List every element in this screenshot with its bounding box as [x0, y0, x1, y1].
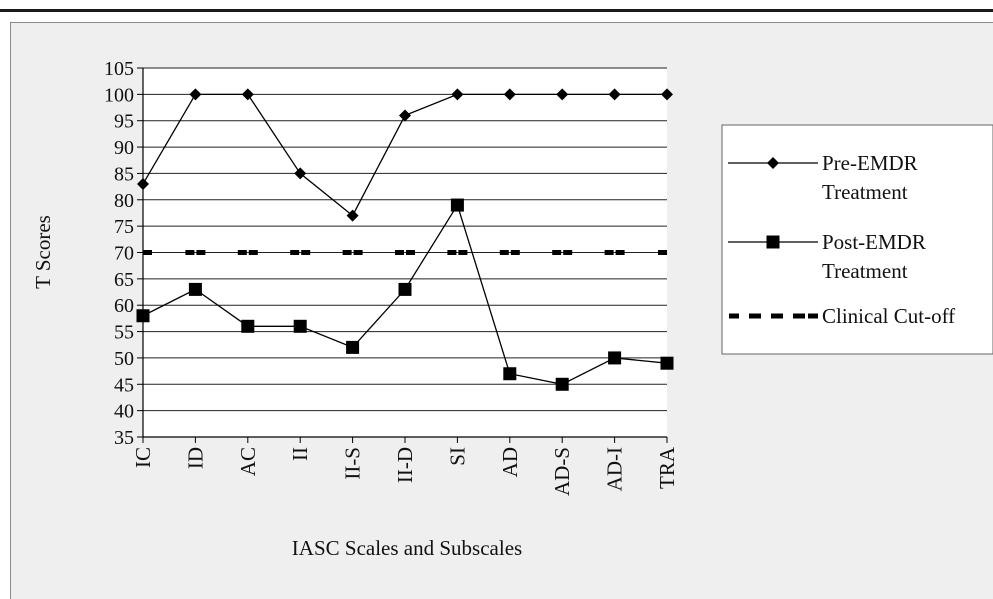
- square-marker: [241, 319, 255, 333]
- diamond-marker: [556, 88, 569, 101]
- y-tick-label: 100: [104, 84, 134, 106]
- legend: Pre-EMDR Treatment Post-EMDR Treatment Clini…: [721, 124, 993, 355]
- legend-label: Clinical Cut-off: [822, 304, 955, 328]
- legend-entry-2: Clinical Cut-off: [729, 304, 955, 328]
- diamond-marker: [189, 88, 202, 101]
- y-tick-label: 80: [114, 190, 134, 212]
- x-axis-label: IASC Scales and Subscales: [292, 536, 522, 560]
- y-tick-label: 105: [104, 58, 134, 80]
- x-tick-label: II-D: [393, 447, 417, 483]
- y-tick-labels: 35 40 45 50 55 60 65 70 75 80 85 90 95 100 105: [104, 58, 134, 449]
- legend-label: Treatment: [822, 259, 908, 283]
- diamond-marker: [137, 177, 149, 190]
- y-axis-label: T Scores: [31, 215, 55, 289]
- diamond-marker: [294, 167, 307, 180]
- square-marker: [398, 282, 412, 296]
- legend-label: Treatment: [822, 180, 908, 204]
- x-tick-labels: IC ID AC II II-S II-D SI AD AD-S AD-I TRA: [131, 446, 679, 496]
- y-tick-label: 45: [114, 374, 134, 396]
- series-layer: [136, 88, 674, 391]
- y-tick-label: 55: [114, 322, 134, 344]
- y-tick-label: 85: [114, 163, 134, 185]
- legend-label: Pre-EMDR: [822, 151, 918, 175]
- y-tick-label: 50: [114, 348, 134, 370]
- x-tick-label: AD: [498, 447, 522, 477]
- x-tick-label: SI: [445, 447, 469, 466]
- y-tick-label: 95: [114, 111, 134, 133]
- x-tick-label: II: [288, 447, 312, 461]
- square-marker: [766, 235, 780, 249]
- square-marker: [555, 377, 569, 391]
- diamond-marker: [241, 88, 254, 101]
- top-rule: [0, 9, 993, 12]
- grid-lines: [143, 67, 667, 438]
- x-tick-label: AD-S: [550, 447, 574, 496]
- square-marker: [188, 282, 202, 296]
- y-tick-label: 65: [114, 269, 134, 291]
- series-1: [136, 198, 674, 391]
- diamond-marker: [451, 88, 464, 101]
- x-tick-label: ID: [183, 447, 207, 469]
- y-tick-label: 60: [114, 295, 134, 317]
- square-marker: [608, 351, 622, 365]
- legend-entry-1: Post-EMDR Treatment: [728, 230, 926, 283]
- x-tick-label: II-S: [341, 447, 365, 480]
- diamond-marker: [346, 209, 359, 222]
- square-marker: [450, 198, 464, 212]
- diamond-marker: [661, 88, 673, 101]
- square-marker: [136, 309, 150, 323]
- y-tick-label: 75: [114, 216, 134, 238]
- y-tick-label: 90: [114, 137, 134, 159]
- square-marker: [503, 367, 517, 381]
- diamond-marker: [608, 88, 621, 101]
- square-marker: [346, 340, 360, 354]
- series-0: [137, 88, 673, 222]
- diamond-marker: [767, 157, 779, 169]
- y-tick-label: 40: [114, 401, 134, 423]
- legend-entry-0: Pre-EMDR Treatment: [728, 151, 918, 204]
- diamond-marker: [399, 109, 411, 122]
- y-tick-label: 35: [114, 427, 134, 449]
- x-tick-label: AC: [236, 447, 260, 476]
- square-marker: [660, 356, 674, 370]
- x-tick-label: IC: [131, 447, 155, 468]
- diamond-marker: [503, 88, 516, 101]
- x-tick-label: AD-I: [603, 447, 627, 491]
- legend-label: Post-EMDR: [822, 230, 926, 254]
- y-tick-label: 70: [114, 243, 134, 265]
- square-marker: [293, 319, 307, 333]
- x-tick-label: TRA: [655, 446, 679, 489]
